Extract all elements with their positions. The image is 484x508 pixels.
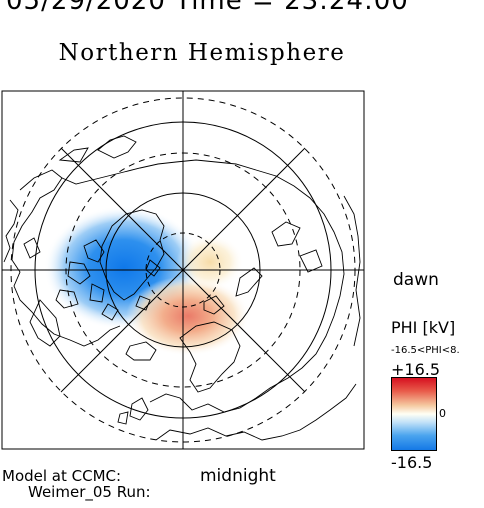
coastline-mediterranean bbox=[155, 383, 357, 441]
coastline-scandinavia bbox=[179, 321, 241, 393]
dawn-potential-cell bbox=[176, 234, 244, 290]
coastline-north-america bbox=[11, 169, 121, 347]
midnight-label: midnight bbox=[200, 466, 276, 486]
meridian-lines bbox=[2, 91, 364, 449]
dawn-label: dawn bbox=[393, 270, 439, 290]
map-title: Northern Hemisphere bbox=[58, 40, 346, 66]
colorbar bbox=[391, 377, 437, 451]
coastline-europe bbox=[149, 169, 345, 413]
coastline-arctic-islands bbox=[55, 239, 161, 321]
coastline-iceland bbox=[125, 341, 157, 361]
colorbar-min-label: -16.5 bbox=[391, 453, 433, 472]
run-label: Weimer_05 Run: bbox=[28, 483, 151, 501]
coastline-asia-interior bbox=[343, 195, 361, 347]
coastline-hudson-bay bbox=[29, 299, 61, 347]
colorbar-range: -16.5<PHI<8. bbox=[391, 345, 460, 356]
date-time-label: 05/29/2020 Time = 23:24:00 bbox=[6, 0, 409, 16]
meridian-diagonal-2 bbox=[60, 147, 306, 393]
coastline-alaska bbox=[3, 199, 41, 263]
coastline-british-isles bbox=[117, 397, 149, 425]
positive-potential-cell bbox=[126, 276, 250, 356]
colorbar-zero-label: 0 bbox=[439, 407, 446, 420]
colorbar-max-label: +16.5 bbox=[391, 360, 441, 379]
coastline-taymyr bbox=[271, 221, 323, 273]
coastline-siberia bbox=[61, 159, 257, 185]
coastline-kamchatka bbox=[58, 135, 137, 163]
colorbar-title: PHI [kV] bbox=[391, 318, 456, 337]
model-label: Model at CCMC: bbox=[2, 467, 122, 485]
